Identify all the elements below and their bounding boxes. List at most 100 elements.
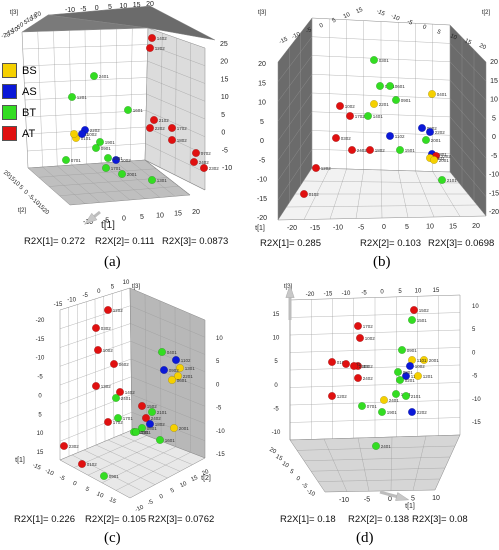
tick-label: -10	[30, 197, 41, 207]
r2x-3-b: R2X[3]= 0.0698	[428, 238, 495, 249]
point-label: 0102	[337, 360, 348, 365]
point-label: 2001	[429, 358, 440, 363]
point-label: 2001	[179, 426, 190, 431]
tick-label: 15	[273, 312, 280, 318]
tick-label: -15	[35, 202, 46, 212]
point-bs	[419, 355, 429, 365]
point-at	[353, 321, 363, 331]
point-label: 2402	[151, 416, 162, 421]
point-at	[353, 373, 363, 383]
tick-label: -5	[80, 6, 86, 13]
left-wall-gridline	[277, 55, 313, 102]
point-bt	[67, 92, 77, 102]
tick-label: 5	[472, 327, 476, 333]
point-bt	[363, 111, 373, 121]
tick-label: 20	[478, 43, 487, 52]
point-at	[167, 135, 177, 145]
point-at	[345, 111, 355, 121]
tick-label: 15	[433, 288, 440, 294]
legend-label: BS	[22, 64, 37, 77]
point-label: 1901	[387, 410, 398, 415]
tick-label: 5	[260, 119, 264, 126]
tick-label: 0	[72, 481, 78, 488]
panel-label-c: (c)	[104, 530, 121, 546]
point-at	[409, 305, 419, 315]
point-bt	[117, 169, 127, 179]
point-at	[327, 391, 337, 401]
r2x-1-a: R2X[1]= 0.272	[24, 236, 86, 247]
tick-label: -10	[216, 429, 225, 435]
tick-label: -15	[472, 420, 481, 426]
tick-label: -10	[272, 430, 281, 436]
point-at	[191, 148, 201, 158]
point-bt	[123, 105, 133, 115]
point-as	[145, 419, 155, 429]
point-bt	[393, 367, 403, 377]
tick-label: 15	[30, 14, 38, 21]
point-label: 1101	[417, 358, 427, 363]
point-label: 2201	[183, 374, 194, 379]
point-bt	[91, 143, 101, 153]
r2x-1-b: R2X[1]= 0.285	[260, 238, 322, 249]
tick-label: -10	[257, 177, 267, 184]
tick-label: 10	[273, 336, 280, 342]
point-at	[149, 115, 159, 125]
point-label: 2402	[363, 376, 374, 381]
tick-label: -15	[278, 36, 289, 45]
point-label: 0701	[367, 404, 378, 409]
point-label: 1301	[185, 366, 196, 371]
tick-label: -20	[39, 206, 50, 216]
tick-label: -5	[37, 375, 43, 381]
tick-label: -5	[216, 406, 222, 412]
legend-item-bt: BT	[2, 102, 54, 123]
tick-label: 10	[123, 280, 130, 286]
point-label: 0601	[177, 378, 188, 383]
point-bt	[99, 471, 109, 481]
tick-label: 15	[449, 223, 457, 230]
right-wall-gridline	[449, 153, 487, 197]
point-label: 2401	[121, 396, 132, 401]
axis-arrow-x-head	[395, 492, 410, 501]
point-as	[385, 131, 395, 141]
panel-label-b: (b)	[373, 254, 391, 270]
tick-label: 0	[380, 290, 384, 296]
floor-gridline	[357, 437, 370, 492]
tick-label: -5	[300, 482, 308, 490]
tick-label: 10	[432, 495, 440, 502]
tick-label: 20	[220, 59, 228, 66]
r2x-2-c: R2X[2]= 0.105	[85, 514, 147, 525]
point-as	[401, 371, 411, 381]
tick-label: -5	[273, 406, 279, 412]
tick-label: 5	[84, 486, 90, 493]
point-bt	[111, 393, 121, 403]
point-at	[77, 459, 87, 469]
point-label: 0301	[379, 58, 390, 63]
tick-label: -10	[222, 165, 232, 172]
panel-c: -15 -10 -5 0 5 10 -20 -15 -10 -5 0 5 10 15 -15 -10 -5 0 5 1…	[0, 280, 250, 550]
point-bt	[391, 95, 401, 105]
point-label: 2001	[127, 172, 138, 177]
tick-label: 20	[472, 223, 480, 230]
left-wall-gridline	[277, 111, 313, 161]
axis-label-y: t[2]	[201, 475, 211, 482]
floor-gridline	[71, 164, 116, 202]
point-at	[147, 33, 157, 43]
legend-swatch	[2, 63, 17, 78]
point-label: 1202	[155, 46, 166, 51]
point-label: 1202	[113, 308, 124, 313]
legend-label: AS	[22, 85, 37, 98]
point-bs	[175, 363, 185, 373]
point-bt	[375, 81, 385, 91]
legend-swatch	[2, 84, 17, 99]
point-label: 1601	[165, 438, 176, 443]
legend-label: BT	[22, 106, 37, 119]
tick-label: -5	[358, 224, 364, 231]
point-label: 1002	[365, 336, 376, 341]
point-bs	[379, 395, 389, 405]
point-at	[349, 361, 359, 371]
tick-label: 20	[201, 469, 210, 478]
point-label: 0302	[101, 326, 112, 331]
point-label: 2001	[431, 138, 442, 143]
tick-label: 5	[436, 29, 442, 36]
point-label: 0901	[101, 146, 112, 151]
